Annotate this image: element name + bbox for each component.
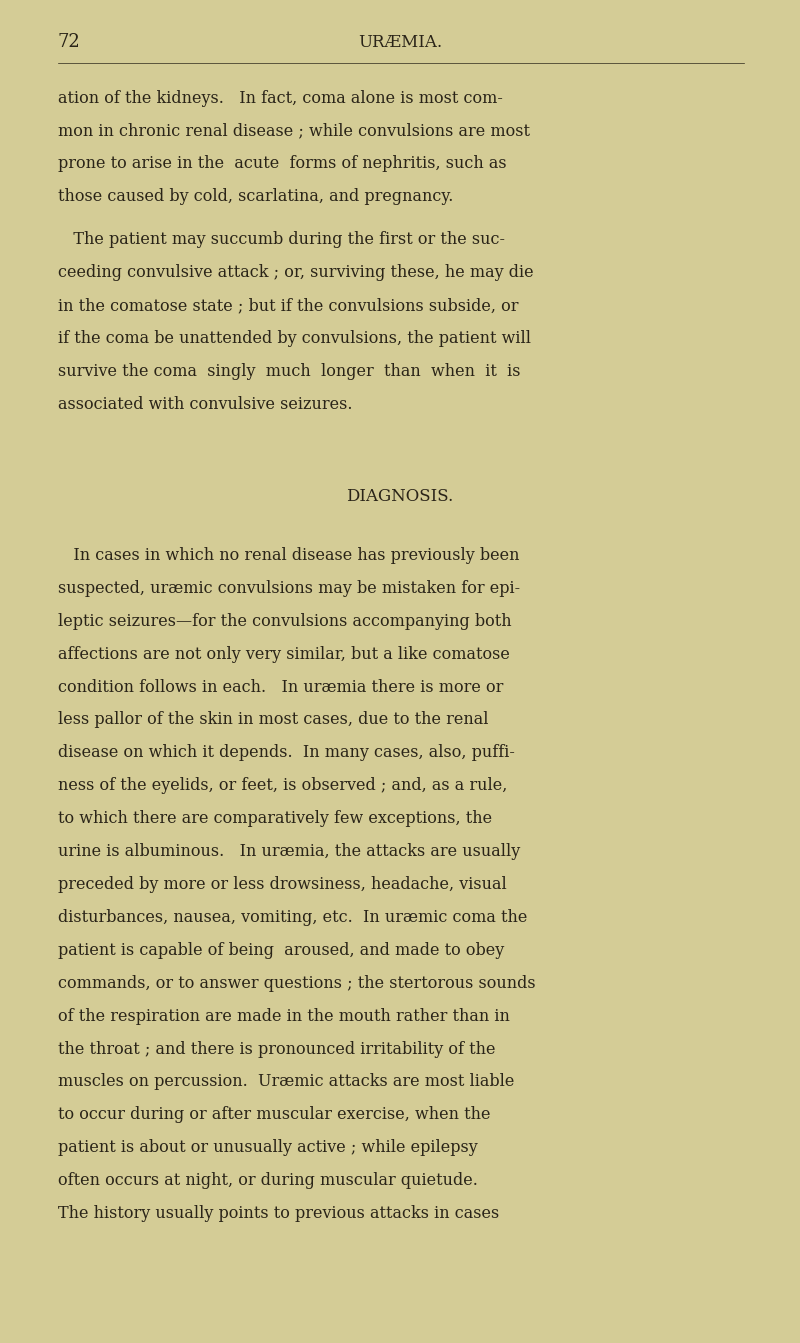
Text: The patient may succumb during the first or the suc-: The patient may succumb during the first…	[58, 231, 505, 248]
Text: in the comatose state ; but if the convulsions subside, or: in the comatose state ; but if the convu…	[58, 297, 518, 314]
Text: to which there are comparatively few exceptions, the: to which there are comparatively few exc…	[58, 810, 492, 827]
Text: patient is capable of being  aroused, and made to obey: patient is capable of being aroused, and…	[58, 941, 504, 959]
Text: the throat ; and there is pronounced irritability of the: the throat ; and there is pronounced irr…	[58, 1041, 495, 1057]
Text: disturbances, nausea, vomiting, etc.  In uræmic coma the: disturbances, nausea, vomiting, etc. In …	[58, 909, 527, 925]
Text: if the coma be unattended by convulsions, the patient will: if the coma be unattended by convulsions…	[58, 330, 530, 346]
Text: preceded by more or less drowsiness, headache, visual: preceded by more or less drowsiness, hea…	[58, 876, 506, 893]
Text: DIAGNOSIS.: DIAGNOSIS.	[346, 488, 454, 505]
Text: In cases in which no renal disease has previously been: In cases in which no renal disease has p…	[58, 547, 519, 564]
Text: those caused by cold, scarlatina, and pregnancy.: those caused by cold, scarlatina, and pr…	[58, 188, 453, 205]
Text: to occur during or after muscular exercise, when the: to occur during or after muscular exerci…	[58, 1107, 490, 1123]
Text: condition follows in each.   In uræmia there is more or: condition follows in each. In uræmia the…	[58, 678, 503, 696]
Text: URÆMIA.: URÆMIA.	[358, 34, 442, 51]
Text: patient is about or unusually active ; while epilepsy: patient is about or unusually active ; w…	[58, 1139, 478, 1156]
Text: mon in chronic renal disease ; while convulsions are most: mon in chronic renal disease ; while con…	[58, 122, 530, 140]
Text: less pallor of the skin in most cases, due to the renal: less pallor of the skin in most cases, d…	[58, 712, 488, 728]
Text: suspected, uræmic convulsions may be mistaken for epi-: suspected, uræmic convulsions may be mis…	[58, 580, 520, 596]
Text: leptic seizures—for the convulsions accompanying both: leptic seizures—for the convulsions acco…	[58, 612, 511, 630]
Text: The history usually points to previous attacks in cases: The history usually points to previous a…	[58, 1205, 499, 1222]
Text: disease on which it depends.  In many cases, also, puffi-: disease on which it depends. In many cas…	[58, 744, 514, 761]
Text: often occurs at night, or during muscular quietude.: often occurs at night, or during muscula…	[58, 1172, 478, 1189]
Text: commands, or to answer questions ; the stertorous sounds: commands, or to answer questions ; the s…	[58, 975, 535, 991]
Text: affections are not only very similar, but a like comatose: affections are not only very similar, bu…	[58, 646, 510, 662]
Text: muscles on percussion.  Uræmic attacks are most liable: muscles on percussion. Uræmic attacks ar…	[58, 1073, 514, 1091]
Text: of the respiration are made in the mouth rather than in: of the respiration are made in the mouth…	[58, 1007, 510, 1025]
Text: survive the coma  singly  much  longer  than  when  it  is: survive the coma singly much longer than…	[58, 363, 520, 380]
Text: ation of the kidneys.   In fact, coma alone is most com-: ation of the kidneys. In fact, coma alon…	[58, 90, 502, 106]
Text: urine is albuminous.   In uræmia, the attacks are usually: urine is albuminous. In uræmia, the atta…	[58, 843, 520, 860]
Text: associated with convulsive seizures.: associated with convulsive seizures.	[58, 396, 352, 412]
Text: 72: 72	[58, 34, 80, 51]
Text: ness of the eyelids, or feet, is observed ; and, as a rule,: ness of the eyelids, or feet, is observe…	[58, 778, 507, 794]
Text: prone to arise in the  acute  forms of nephritis, such as: prone to arise in the acute forms of nep…	[58, 156, 506, 172]
Text: ceeding convulsive attack ; or, surviving these, he may die: ceeding convulsive attack ; or, survivin…	[58, 265, 534, 281]
